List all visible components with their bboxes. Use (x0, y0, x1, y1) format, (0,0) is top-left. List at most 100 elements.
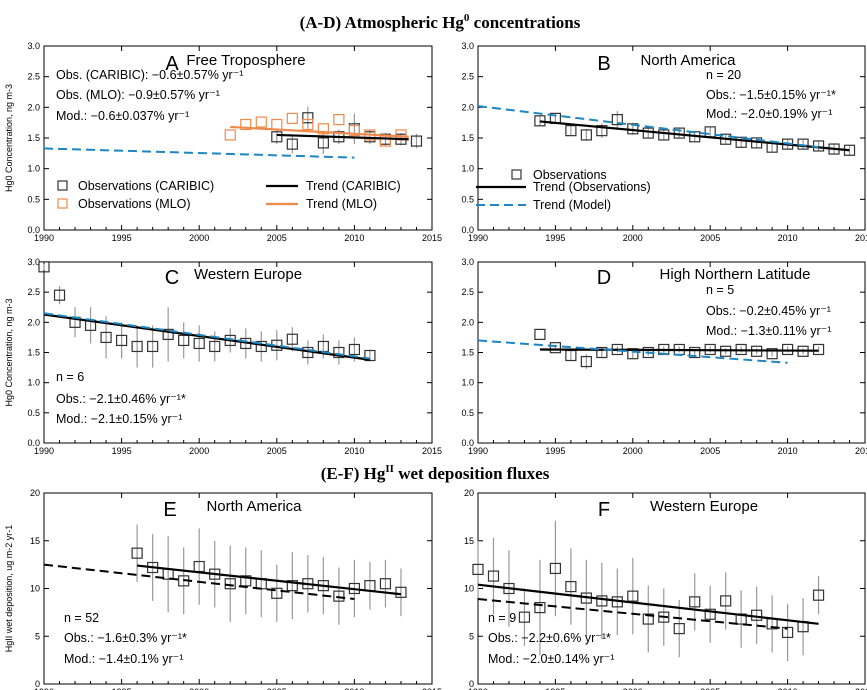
legend-label: Observations (533, 168, 607, 182)
panel-title: North America (206, 498, 302, 515)
y-tick-label: 0.5 (461, 408, 474, 418)
data-point (131, 340, 143, 353)
x-tick-label: 2015 (855, 687, 867, 690)
data-point (487, 570, 500, 582)
data-point (333, 590, 345, 602)
data-point (317, 137, 329, 149)
x-tick-label: 2010 (344, 687, 364, 690)
data-point (209, 340, 221, 353)
data-point (255, 340, 267, 353)
x-tick-label: 1995 (545, 687, 565, 690)
line-trend-observations- (539, 348, 819, 352)
x-tick-label: 2005 (267, 446, 287, 456)
series-observations-caribic- (271, 106, 423, 154)
x-tick-label: 1995 (112, 446, 132, 456)
data-point (720, 595, 732, 607)
data-point (549, 562, 562, 575)
data-point (38, 261, 50, 273)
x-tick-label: 2000 (189, 233, 209, 243)
data-point (596, 595, 608, 607)
x-tick-label: 2000 (623, 687, 643, 690)
data-point (580, 355, 592, 368)
panel-title: Western Europe (650, 498, 758, 515)
data-point (348, 343, 360, 356)
data-point (271, 118, 283, 131)
x-tick-label: 1990 (34, 233, 54, 243)
annotation: Obs.: −2.1±0.46% yr⁻¹* (56, 392, 186, 406)
y-tick-label: 3.0 (461, 41, 474, 51)
legend-label: Observations (CARIBIC) (78, 179, 214, 193)
annotation: n = 52 (64, 611, 99, 625)
y-tick-label: 2.5 (461, 72, 474, 82)
y-tick-label: 1.0 (461, 164, 474, 174)
data-point (735, 136, 747, 148)
annotation: Mod.: −0.6±0.037% yr⁻¹ (56, 109, 189, 123)
data-point (689, 346, 701, 359)
y-tick-label: 1.5 (27, 348, 40, 358)
data-point (333, 346, 345, 359)
x-tick-label: 2010 (778, 233, 798, 243)
legend-label: Trend (MLO) (306, 197, 377, 211)
x-tick-label: 1990 (468, 687, 488, 690)
legend-marker (57, 198, 68, 209)
y-tick-label: 10 (30, 584, 40, 594)
legend-label: Trend (Observations) (533, 180, 651, 194)
panel-title: High Northern Latitude (660, 266, 811, 283)
data-point (642, 613, 654, 625)
series-observations (131, 524, 407, 625)
data-point (534, 601, 546, 614)
data-point (271, 131, 283, 143)
x-tick-label: 2000 (189, 446, 209, 456)
data-point (658, 611, 670, 623)
data-point (333, 113, 345, 126)
line-trend-observations- (477, 583, 819, 625)
annotation: n = 20 (706, 68, 741, 82)
data-point (224, 129, 236, 141)
panel-title: Free Troposphere (186, 52, 305, 69)
data-point (611, 113, 623, 126)
data-point (286, 580, 298, 592)
y-tick-label: 2.5 (27, 72, 40, 82)
data-point (240, 575, 252, 587)
panel-f: 1990 1995 2000 2005 2010 2015 0 5 10 15 20 F Western… (464, 488, 867, 690)
y-tick-label: 1.5 (27, 133, 40, 143)
data-point (534, 328, 546, 340)
x-tick-label: 2010 (778, 446, 798, 456)
data-point (812, 589, 825, 601)
y-axis-label: Hg0 Concentration, ng m-3 (4, 298, 14, 406)
y-tick-label: 1.0 (27, 378, 40, 388)
data-point (317, 123, 329, 135)
legend-marker (57, 180, 68, 191)
y-tick-label: 15 (464, 536, 474, 546)
data-point (193, 337, 205, 350)
y-axis-label: Hg0 Concentration, ng m-3 (4, 84, 14, 192)
x-tick-label: 2015 (422, 446, 442, 456)
series-observations-mlo- (224, 112, 407, 147)
x-tick-label: 2015 (855, 233, 867, 243)
data-point (518, 611, 531, 623)
x-tick-label: 1990 (468, 233, 488, 243)
data-point (147, 340, 159, 353)
x-tick-label: 2015 (855, 446, 867, 456)
line-model (43, 147, 355, 159)
y-tick-label: 0.5 (27, 408, 40, 418)
y-tick-label: 1.5 (461, 348, 474, 358)
x-tick-label: 1990 (34, 687, 54, 690)
y-tick-label: 5 (35, 631, 40, 641)
x-tick-label: 1990 (34, 446, 54, 456)
data-point (240, 118, 252, 131)
y-tick-label: 3.0 (27, 41, 40, 51)
y-tick-label: 0.0 (27, 225, 40, 235)
y-tick-label: 0.0 (27, 438, 40, 448)
data-point (364, 349, 376, 362)
x-tick-label: 2015 (422, 687, 442, 690)
y-tick-label: 0.0 (461, 225, 474, 235)
x-tick-label: 2010 (344, 233, 364, 243)
x-tick-label: 1990 (468, 446, 488, 456)
data-point (812, 343, 825, 356)
panel-c: 1990 1995 2000 2005 2010 2015 0.0 0.5 1.0 1.5 2.0 2… (4, 257, 442, 456)
annotation: Obs.: −0.2±0.45% yr⁻¹ (706, 304, 831, 318)
data-point (673, 623, 685, 635)
panel-letter: C (165, 267, 179, 289)
panel-title: North America (640, 52, 736, 69)
